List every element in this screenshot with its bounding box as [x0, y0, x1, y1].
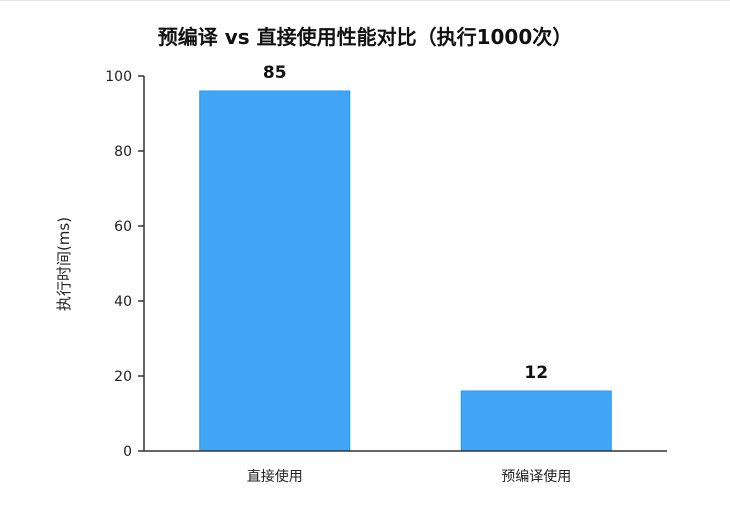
- data-label: 85: [263, 63, 287, 83]
- bar: [199, 90, 351, 452]
- y-tick-label: 100: [105, 69, 132, 85]
- y-tick-label: 60: [114, 219, 132, 235]
- chart-title: 预编译 vs 直接使用性能对比（执行1000次）: [158, 25, 573, 49]
- y-tick-label: 80: [114, 144, 132, 160]
- y-tick-label: 20: [114, 369, 132, 385]
- top-border: [0, 0, 730, 1]
- x-tick-label: 预编译使用: [501, 468, 571, 485]
- y-tick-label: 40: [114, 294, 132, 310]
- plot-area: 85 直接使用 12 预编译使用 0 20 40 60 80 100: [105, 63, 667, 485]
- bar: [460, 390, 612, 452]
- x-tick-label: 直接使用: [247, 468, 303, 485]
- y-axis-label: 执行时间(ms): [55, 217, 73, 311]
- data-label: 12: [524, 363, 548, 383]
- y-tick-label: 0: [123, 444, 132, 460]
